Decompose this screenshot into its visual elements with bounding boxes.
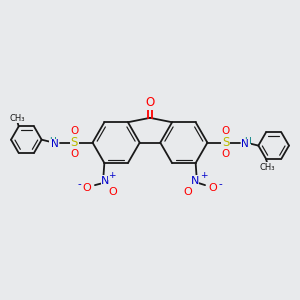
- Text: O: O: [208, 183, 217, 193]
- Text: S: S: [70, 136, 78, 149]
- Text: O: O: [146, 96, 154, 109]
- Text: N: N: [101, 176, 110, 186]
- Text: O: O: [108, 187, 117, 196]
- Text: N: N: [241, 139, 249, 149]
- Text: O: O: [183, 187, 192, 196]
- Text: +: +: [109, 171, 116, 180]
- Text: +: +: [200, 171, 207, 180]
- Text: O: O: [70, 126, 79, 136]
- Text: -: -: [77, 178, 81, 189]
- Text: N: N: [51, 139, 59, 149]
- Text: S: S: [222, 136, 230, 149]
- Text: O: O: [70, 149, 79, 159]
- Text: O: O: [221, 149, 230, 159]
- Text: CH₃: CH₃: [10, 114, 25, 123]
- Text: N: N: [190, 176, 199, 186]
- Text: O: O: [221, 126, 230, 136]
- Text: H: H: [244, 137, 251, 146]
- Text: O: O: [82, 183, 91, 193]
- Text: H: H: [49, 137, 56, 146]
- Text: -: -: [219, 178, 223, 189]
- Text: CH₃: CH₃: [260, 163, 275, 172]
